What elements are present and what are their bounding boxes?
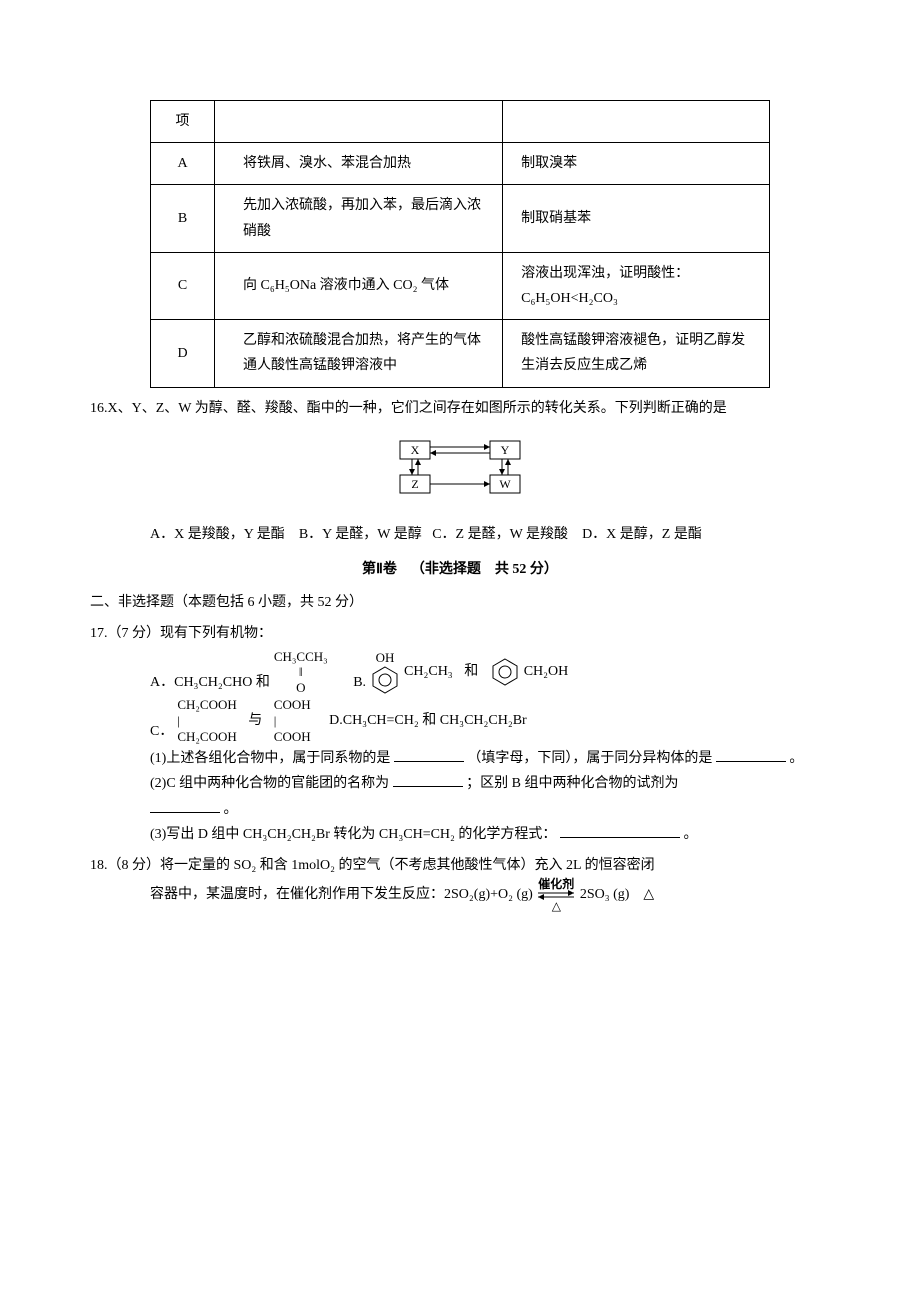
node-w: W [499,477,511,491]
q16-stem: 16.X、Y、Z、W 为醇、醛、羧酸、酯中的一种，它们之间存在如图所示的转化关系… [90,396,830,421]
table-row: B 先加入浓硫酸，再加入苯，最后滴入浓硝酸 制取硝基苯 [151,185,770,252]
q17-a-prefix: A．CH₃CH₂CHO 和 [150,670,270,695]
cell-opt: A [151,143,215,185]
blank-input[interactable] [393,773,463,787]
section-2-subtitle: 二、非选择题（本题包括 6 小题，共 52 分） [90,590,830,615]
oxalic-struct: COOH | COOH [274,697,311,744]
equilibrium-arrow-icon: 催化剂 △ [536,878,576,912]
double-bond-icon: ‖ [299,664,303,680]
cell-res: 酸性高锰酸钾溶液褪色，证明乙醇发生消去反应生成乙烯 [503,320,770,387]
opt-a: A．X 是羧酸，Y 是酯 [150,527,285,542]
q17-p2a: (2)C 组中两种化合物的官能团的名称为 [150,776,389,791]
cell-res: 制取硝基苯 [503,185,770,252]
q17-p2c: 。 [224,802,238,817]
opt-d: D．X 是醇，Z 是酯 [582,527,702,542]
join-and: 和 [464,659,478,684]
q17-p3b: 。 [683,827,697,842]
succinic-struct: CH₂COOH | CH₂COOH [177,697,236,744]
table-row: C 向 C₆H₅ONa 溶液巾通入 CO₂ 气体 溶液出现浑浊，证明酸性：C₆H… [151,252,770,319]
side-chain-2: CH₂OH [524,659,569,684]
acetone-struct: CH₃CCH₃ ‖ O [274,649,328,696]
question-17: 17.（7 分）现有下列有机物： A．CH₃CH₂CHO 和 CH₃CCH₃ ‖… [90,621,830,847]
q16-diagram: X Y Z W [90,435,830,508]
cell-header-res [503,101,770,143]
cell-op: 先加入浓硫酸，再加入苯，最后滴入浓硝酸 [215,185,503,252]
oh-label: OH [376,650,395,666]
benzene-ring-icon [490,657,520,687]
table-row: D 乙醇和浓硫酸混合加热，将产生的气体通人酸性高锰酸钾溶液中 酸性高锰酸钾溶液褪… [151,320,770,387]
q18-line2: 容器中，某温度时，在催化剂作用下发生反应：2SO₂(g)+O₂ (g) 催化剂 … [90,878,830,912]
q16-options: A．X 是羧酸，Y 是酯 B．Y 是醛，W 是醇 C．Z 是醛，W 是羧酸 D．… [90,522,830,547]
q17-d-label: D.CH₃CH=CH₂ 和 CH₃CH₂CH₂Br [329,708,527,733]
cell-res: 溶液出现浑浊，证明酸性：C₆H₅OH<H₂CO₃ [503,252,770,319]
q17-p3a: (3)写出 D 组中 CH₃CH₂CH₂Br 转化为 CH₃CH=CH₂ 的化学… [150,827,556,842]
cell-op: 向 C₆H₅ONa 溶液巾通入 CO₂ 气体 [215,252,503,319]
cell-op: 将铁屑、溴水、苯混合加热 [215,143,503,185]
q17-row-ab: A．CH₃CH₂CHO 和 CH₃CCH₃ ‖ O B. OH CH₂CH₃ 和… [150,649,830,696]
question-16: 16.X、Y、Z、W 为醇、醛、羧酸、酯中的一种，它们之间存在如图所示的转化关系… [90,396,830,548]
opt-c: C．Z 是醛，W 是羧酸 [432,527,568,542]
q18-line1: 18.（8 分）将一定量的 SO₂ 和含 1molO₂ 的空气（不考虑其他酸性气… [90,853,830,878]
question-18: 18.（8 分）将一定量的 SO₂ 和含 1molO₂ 的空气（不考虑其他酸性气… [90,853,830,912]
cell-opt: C [151,252,215,319]
q17-c-label: C． [150,719,173,744]
join-with: 与 [248,708,262,733]
side-chain-1: CH₂CH₃ [404,659,453,684]
section-2-title: 第Ⅱ卷 （非选择题 共 52 分） [90,557,830,582]
cell-res: 制取溴苯 [503,143,770,185]
cell-opt: D [151,320,215,387]
experiment-table: 项 A 将铁屑、溴水、苯混合加热 制取溴苯 B 先加入浓硫酸，再加入苯，最后滴入… [150,100,770,388]
q17-p1b: （填字母，下同），属于同分异构体的是 [467,751,712,766]
q17-b-label: B. [353,670,366,695]
cell-header-opt: 项 [151,101,215,143]
q18-line2b: 2SO₃ (g) △ [580,887,654,902]
q17-p1a: (1)上述各组化合物中，属于同系物的是 [150,751,390,766]
acetone-o: O [296,680,305,696]
node-z: Z [411,477,418,491]
cell-opt: B [151,185,215,252]
blank-input[interactable] [394,748,464,762]
opt-b: B．Y 是醛，W 是醇 [299,527,422,542]
node-x: X [411,443,420,457]
table-row: 项 [151,101,770,143]
q17-sub2: (2)C 组中两种化合物的官能团的名称为 ；区别 B 组中两种化合物的试剂为 。 [90,771,830,821]
q17-p2b: ；区别 B 组中两种化合物的试剂为 [466,776,678,791]
blank-input[interactable] [560,824,680,838]
q17-sub1: (1)上述各组化合物中，属于同系物的是 （填字母，下同），属于同分异构体的是 。 [90,746,830,771]
q18-line2a: 容器中，某温度时，在催化剂作用下发生反应：2SO₂(g)+O₂ (g) [150,887,533,902]
blank-input[interactable] [716,748,786,762]
phenol-struct-1: OH [370,650,400,696]
table-row: A 将铁屑、溴水、苯混合加热 制取溴苯 [151,143,770,185]
blank-input[interactable] [150,799,220,813]
conversion-diagram-icon: X Y Z W [390,435,530,499]
acetone-top: CH₃CCH₃ [274,649,328,665]
q17-compounds: A．CH₃CH₂CHO 和 CH₃CCH₃ ‖ O B. OH CH₂CH₃ 和… [90,649,830,745]
cell-header-op [215,101,503,143]
cell-op: 乙醇和浓硫酸混合加热，将产生的气体通人酸性高锰酸钾溶液中 [215,320,503,387]
node-y: Y [501,443,510,457]
benzene-ring-icon [370,665,400,695]
q17-stem: 17.（7 分）现有下列有机物： [90,621,830,646]
q17-sub3: (3)写出 D 组中 CH₃CH₂CH₂Br 转化为 CH₃CH=CH₂ 的化学… [90,822,830,847]
q17-p1c: 。 [789,751,803,766]
q17-row-cd: C． CH₂COOH | CH₂COOH 与 COOH | COOH D.CH₃… [150,697,830,744]
